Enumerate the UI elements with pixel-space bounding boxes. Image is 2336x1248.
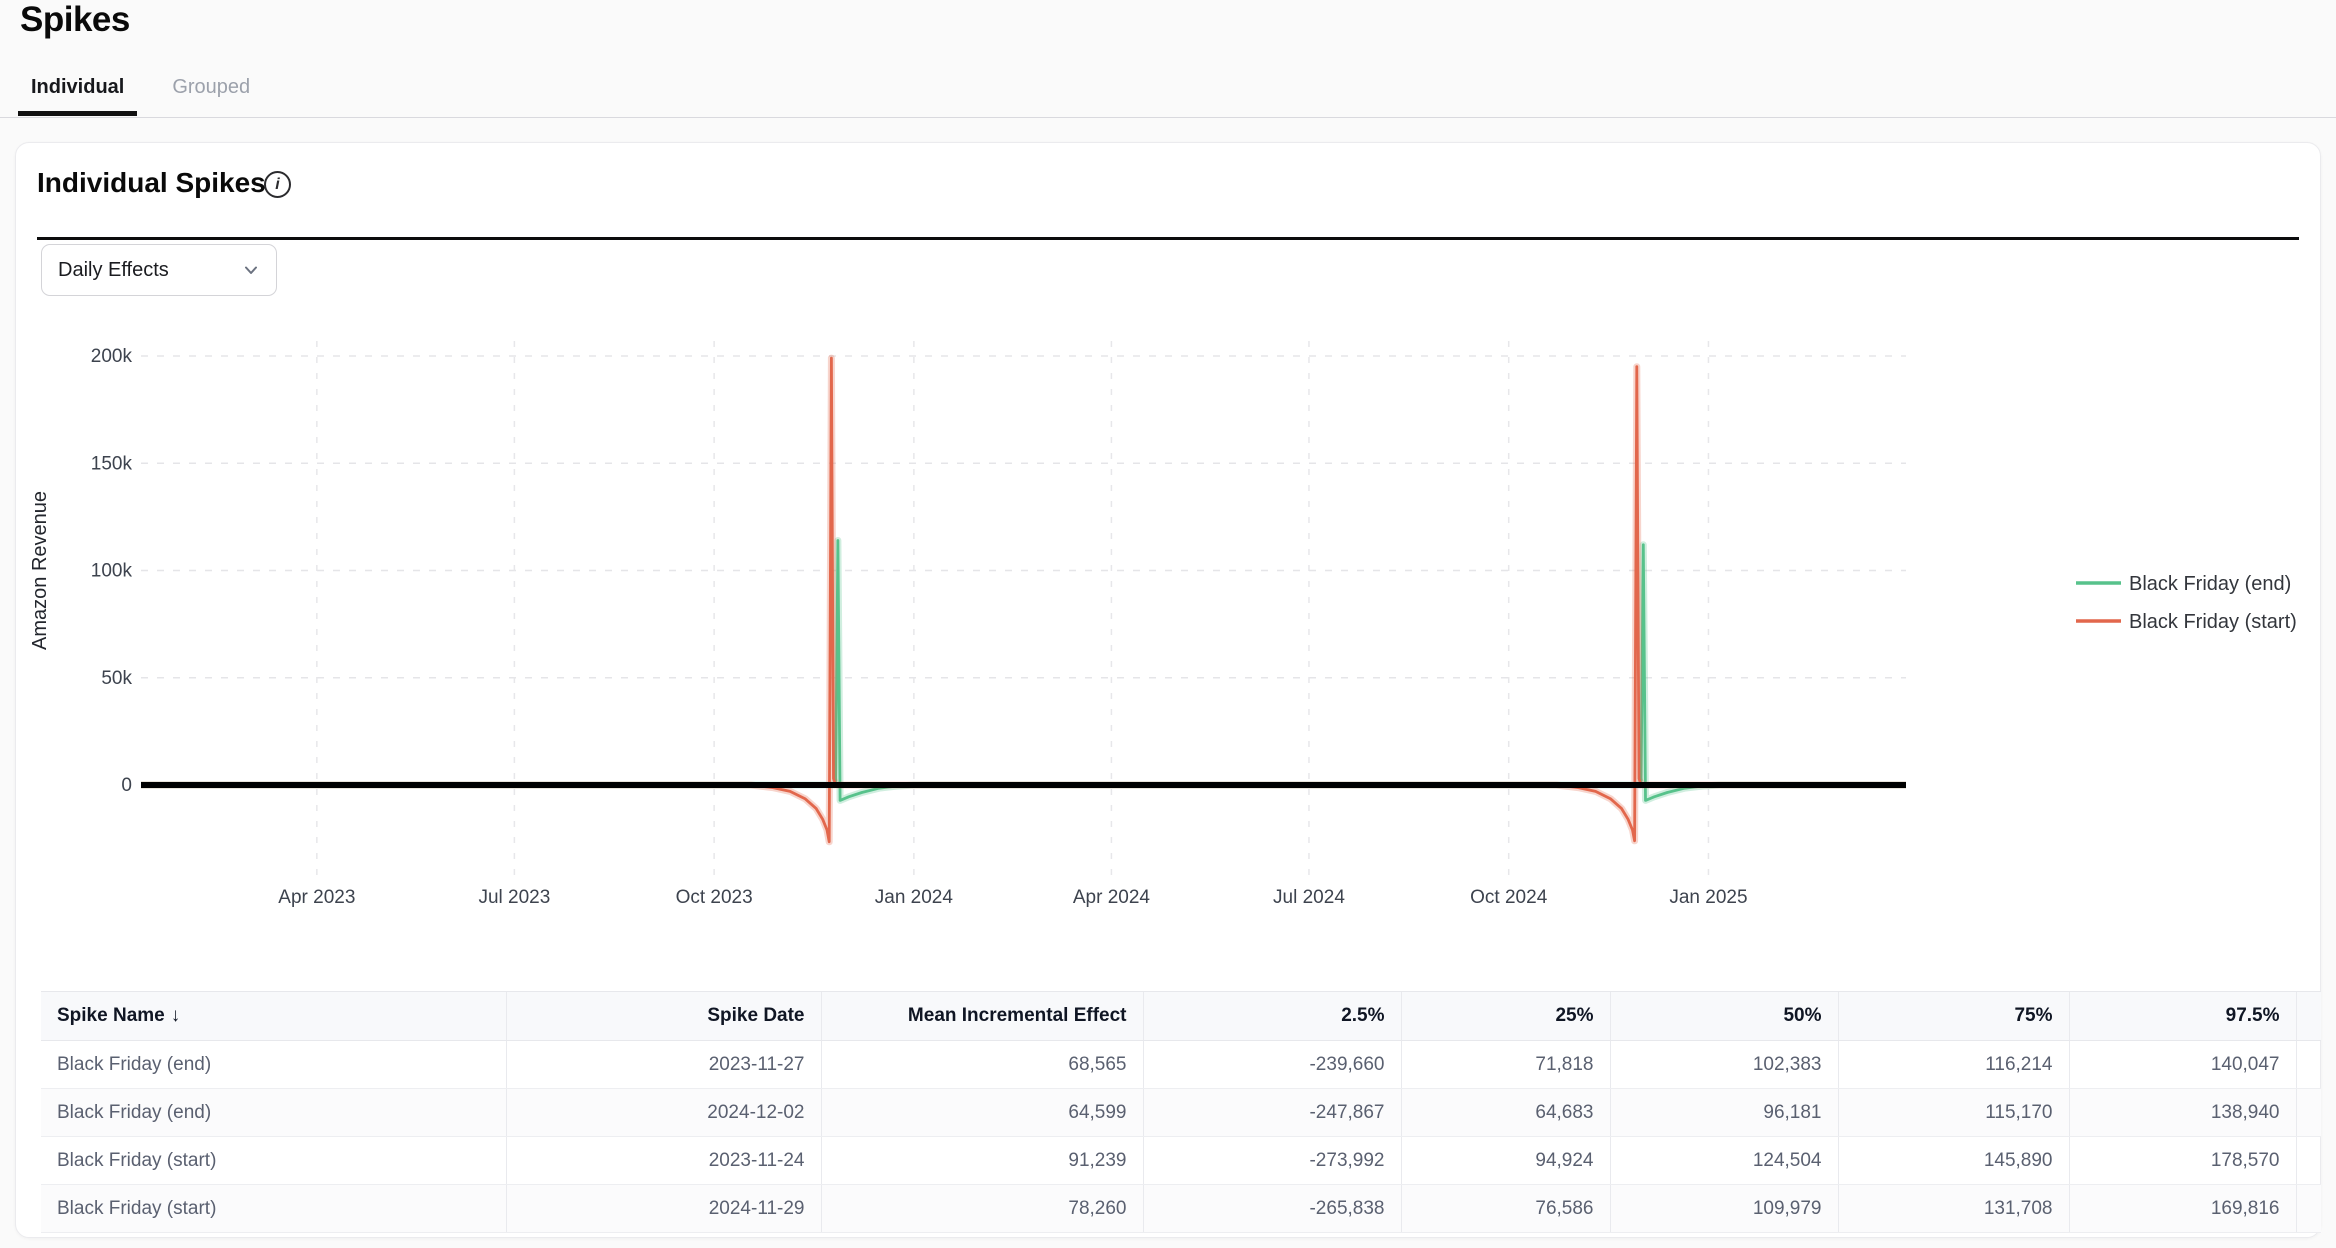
cell-gutter	[2295, 1136, 2321, 1185]
table-row: Black Friday (end) 2024-12-02 64,599 -247,8…	[41, 1088, 2321, 1137]
section-title: Individual Spikes	[37, 167, 266, 198]
header-label: Spike Date	[707, 1005, 805, 1026]
cell-spike-date: 2024-11-29	[505, 1184, 821, 1233]
cell-75-: 116,214	[1837, 1040, 2069, 1089]
heading-divider	[37, 237, 2299, 240]
cell-50-: 124,504	[1609, 1136, 1838, 1185]
table-row: Black Friday (start) 2023-11-24 91,239 -273…	[41, 1136, 2321, 1185]
column-header-75-[interactable]: 75%	[1837, 991, 2069, 1041]
cell-2-5-: -273,992	[1142, 1136, 1401, 1185]
column-header-mean-incremental-effect[interactable]: Mean Incremental Effect	[820, 991, 1143, 1041]
cell-97-5-: 178,570	[2068, 1136, 2296, 1185]
page-title: Spikes	[20, 0, 130, 39]
column-header-50-[interactable]: 50%	[1609, 991, 1838, 1041]
cell-97-5-: 169,816	[2068, 1184, 2296, 1233]
cell-2-5-: -239,660	[1142, 1040, 1401, 1089]
cell-mean-incremental-effect: 78,260	[820, 1184, 1143, 1233]
cell-mean-incremental-effect: 64,599	[820, 1088, 1143, 1137]
y-axis-title: Amazon Revenue	[29, 491, 51, 650]
info-icon[interactable]: i	[264, 171, 291, 198]
effects-dropdown[interactable]: Daily Effects	[41, 244, 277, 296]
cell-25-: 64,683	[1400, 1088, 1610, 1137]
legend-label: Black Friday (start)	[2129, 611, 2297, 633]
header-gutter	[2295, 991, 2321, 1041]
cell-75-: 145,890	[1837, 1136, 2069, 1185]
legend-item[interactable]: Black Friday (end)	[2076, 573, 2291, 595]
x-tick-label: Apr 2024	[1073, 887, 1151, 908]
x-tick-label: Jan 2024	[875, 887, 954, 908]
sort-desc-icon: ↓	[170, 1005, 181, 1026]
cell-75-: 131,708	[1837, 1184, 2069, 1233]
x-tick-label: Jul 2023	[478, 887, 550, 908]
x-tick-label: Jul 2024	[1273, 887, 1345, 908]
cell-50-: 102,383	[1609, 1040, 1838, 1089]
cell-97-5-: 138,940	[2068, 1088, 2296, 1137]
series-ghost-Black Friday (start)	[141, 354, 1906, 846]
cell-gutter	[2295, 1184, 2321, 1233]
cell-spike-date: 2023-11-27	[505, 1040, 821, 1089]
header-label: 97.5%	[2225, 1005, 2280, 1026]
tab-individual[interactable]: Individual	[18, 62, 138, 116]
cell-25-: 94,924	[1400, 1136, 1610, 1185]
cell-spike-name: Black Friday (end)	[41, 1088, 506, 1137]
tab-grouped[interactable]: Grouped	[172, 76, 251, 98]
results-table-wrap: Spike Name ↓ Spike Date Mean Incremental Ef…	[41, 991, 2321, 1233]
cell-spike-date: 2023-11-24	[505, 1136, 821, 1185]
y-tick-label: 100k	[91, 561, 133, 582]
cell-mean-incremental-effect: 91,239	[820, 1136, 1143, 1185]
y-tick-label: 200k	[91, 346, 133, 367]
x-tick-label: Jan 2025	[1669, 887, 1747, 908]
y-tick-label: 50k	[101, 668, 132, 689]
cell-spike-date: 2024-12-02	[505, 1088, 821, 1137]
header-label: 50%	[1783, 1005, 1822, 1026]
cell-2-5-: -265,838	[1142, 1184, 1401, 1233]
header-label: Spike Name	[57, 1005, 165, 1026]
column-header-25-[interactable]: 25%	[1400, 991, 1610, 1041]
column-header-spike-date[interactable]: Spike Date	[505, 991, 821, 1041]
header-label: 2.5%	[1341, 1005, 1385, 1026]
table-row: Black Friday (end) 2023-11-27 68,565 -239,6…	[41, 1040, 2321, 1089]
cell-25-: 71,818	[1400, 1040, 1610, 1089]
cell-75-: 115,170	[1837, 1088, 2069, 1137]
header-label: 25%	[1555, 1005, 1594, 1026]
cell-25-: 76,586	[1400, 1184, 1610, 1233]
cell-50-: 96,181	[1609, 1088, 1838, 1137]
table-header-row: Spike Name ↓ Spike Date Mean Incremental Ef…	[41, 991, 2321, 1041]
column-header-97-5-[interactable]: 97.5%	[2068, 991, 2296, 1041]
column-header-spike-name[interactable]: Spike Name ↓	[41, 991, 506, 1041]
x-tick-label: Oct 2023	[676, 887, 753, 908]
dropdown-value: Daily Effects	[58, 258, 169, 281]
y-tick-label: 150k	[91, 453, 133, 474]
table-row: Black Friday (start) 2024-11-29 78,260 -265…	[41, 1184, 2321, 1233]
header-label: Mean Incremental Effect	[907, 1005, 1127, 1026]
cell-spike-name: Black Friday (start)	[41, 1136, 506, 1185]
individual-spikes-card: Individual Spikes i Daily Effects 0 50k 10…	[15, 142, 2321, 1238]
legend-label: Black Friday (end)	[2129, 573, 2291, 595]
x-tick-label: Apr 2023	[278, 887, 355, 908]
spikes-chart: 0 50k 100k 150k 200k Apr 2023 Jul 2023 Oct 2023…	[16, 311, 2322, 931]
legend-item[interactable]: Black Friday (start)	[2076, 611, 2297, 633]
results-table: Spike Name ↓ Spike Date Mean Incremental Ef…	[41, 991, 2321, 1233]
tab-bar: Individual Grouped	[0, 62, 2336, 118]
y-tick-label: 0	[121, 775, 132, 796]
cell-gutter	[2295, 1040, 2321, 1089]
chevron-down-icon	[242, 261, 260, 279]
cell-mean-incremental-effect: 68,565	[820, 1040, 1143, 1089]
cell-gutter	[2295, 1088, 2321, 1137]
cell-97-5-: 140,047	[2068, 1040, 2296, 1089]
cell-spike-name: Black Friday (start)	[41, 1184, 506, 1233]
column-header-2-5-[interactable]: 2.5%	[1142, 991, 1401, 1041]
x-tick-label: Oct 2024	[1470, 887, 1548, 908]
cell-spike-name: Black Friday (end)	[41, 1040, 506, 1089]
header-label: 75%	[2014, 1005, 2053, 1026]
cell-50-: 109,979	[1609, 1184, 1838, 1233]
cell-2-5-: -247,867	[1142, 1088, 1401, 1137]
